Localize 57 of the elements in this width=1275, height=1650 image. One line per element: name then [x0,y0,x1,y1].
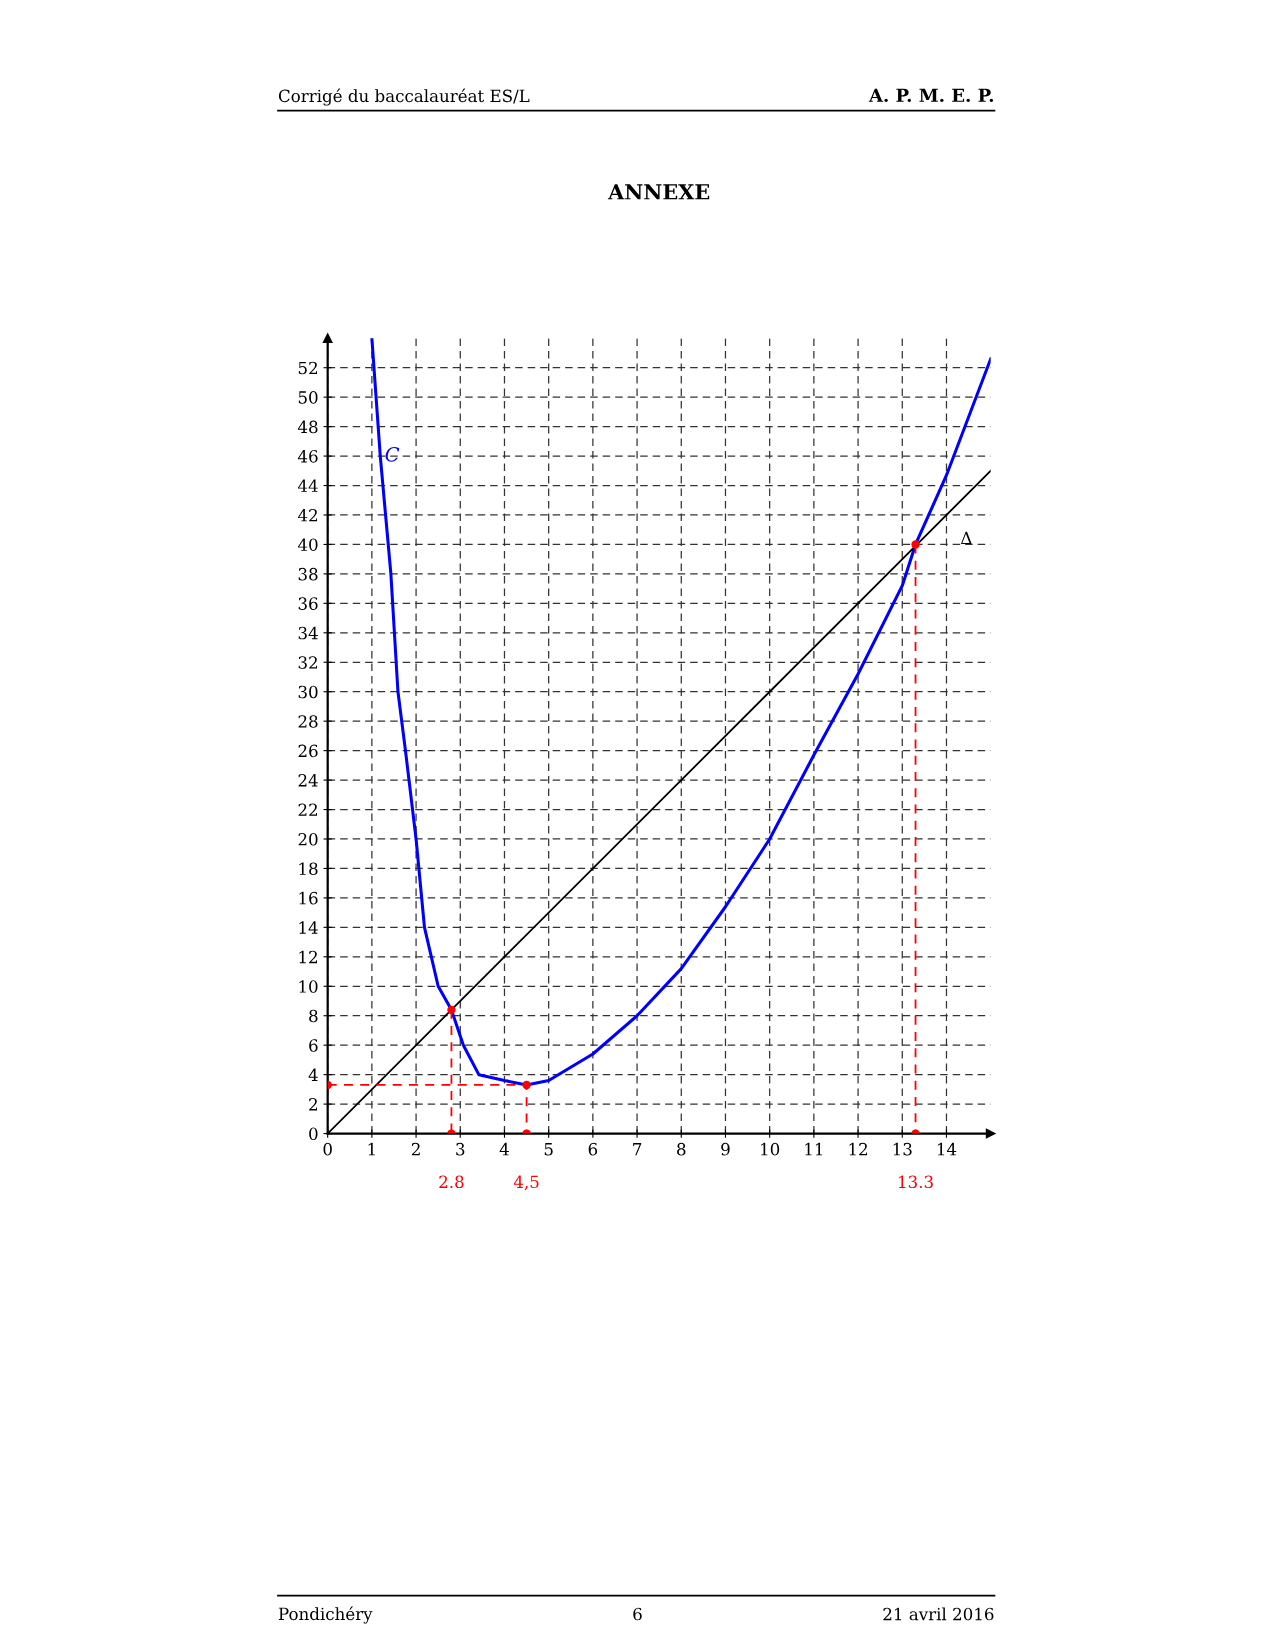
y-tick-label: 42 [297,508,318,522]
text: Corrigé du baccalauréat ES/L [278,88,530,106]
x-tick-label: 7 [633,1143,642,1156]
x-tick-label: 9 [721,1142,730,1156]
y-tick-label: 26 [298,744,318,758]
point [911,540,920,549]
annotation: 4,5 [513,1175,539,1191]
x-tick-label: 11 [805,1142,823,1156]
y-tick-label: 32 [298,656,318,669]
y-tick-label: 44 [297,479,318,492]
text: 6 [633,1607,642,1621]
y-tick-label: 20 [298,832,318,846]
x-tick-label: 2 [411,1142,420,1156]
y-tick-label: 2 [309,1098,318,1111]
y-tick-label: 12 [299,950,318,964]
y-tick-label: 52 [298,361,318,375]
y-tick-label: 4 [308,1068,318,1081]
y-tick-label: 28 [298,715,318,728]
y-tick-label: 0 [309,1127,318,1141]
x-tick-label: 3 [456,1142,465,1156]
x-tick-label: 8 [677,1142,686,1156]
y-tick-label: 36 [298,597,318,610]
chart-title: ANNEXE [607,184,710,200]
text: 21 avril 2016 [883,1607,994,1621]
point [447,1005,456,1015]
y-tick-label: 22 [298,803,318,816]
x-tick-label: 4 [499,1142,509,1156]
x-tick-label: 10 [761,1142,780,1156]
line-series [370,338,991,1087]
y-tick-label: 46 [297,450,318,463]
annotation: 13.3 [899,1175,933,1189]
x-tick-label: 5 [544,1143,553,1156]
y-tick-label: 8 [309,1009,318,1023]
y-tick-label: 34 [298,626,318,640]
y-tick-label: 10 [299,980,318,993]
x-tick-label: 14 [937,1142,957,1156]
x-tick-label: 6 [588,1142,598,1156]
y-tick-label: 24 [298,774,318,787]
x-tick-label: 0 [323,1142,332,1156]
x-tick-label: 13 [893,1142,912,1156]
y-tick-label: 48 [297,420,318,434]
y-tick-label: 30 [298,685,318,699]
series-label: Δ [960,531,972,544]
point [522,1080,531,1090]
x-tick-label: 12 [849,1142,868,1156]
y-tick-label: 6 [309,1039,318,1052]
text: Pondichéry [278,1606,373,1624]
y-tick-label: 16 [299,891,318,905]
y-tick-label: 38 [298,567,318,581]
y-tick-label: 50 [298,391,318,404]
text: A. P. M. E. P. [868,88,994,103]
y-tick-label: 40 [297,538,318,552]
y-tick-label: 14 [299,921,318,934]
x-tick-label: 1 [368,1142,375,1156]
annotation: 2.8 [439,1175,464,1189]
series-label: C [385,447,400,462]
y-tick-label: 18 [299,862,318,876]
